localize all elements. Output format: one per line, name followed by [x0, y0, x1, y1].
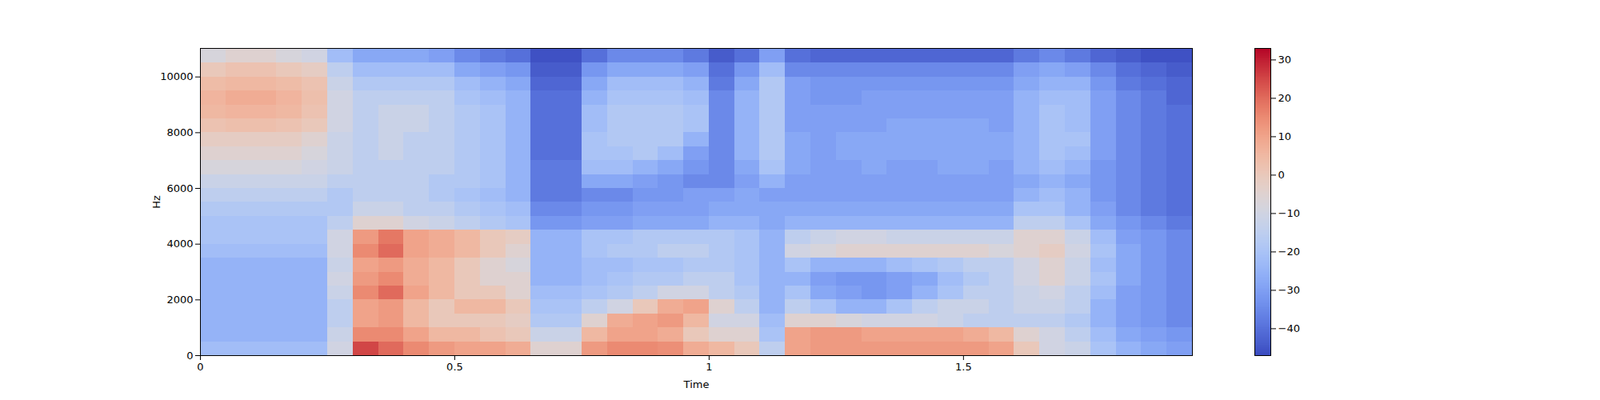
svg-text:30: 30: [1278, 53, 1292, 66]
svg-text:0: 0: [196, 360, 204, 373]
svg-text:Hz: Hz: [150, 195, 163, 209]
svg-text:8000: 8000: [166, 126, 193, 139]
svg-text:0: 0: [186, 349, 193, 362]
svg-text:−40: −40: [1278, 322, 1300, 335]
svg-text:0.5: 0.5: [446, 360, 464, 373]
svg-text:0: 0: [1278, 168, 1285, 181]
svg-text:20: 20: [1278, 92, 1292, 104]
svg-text:−30: −30: [1278, 284, 1300, 296]
svg-text:10: 10: [1278, 130, 1292, 143]
svg-text:−20: −20: [1278, 245, 1300, 258]
svg-text:1.5: 1.5: [955, 360, 972, 373]
svg-text:−10: −10: [1278, 207, 1300, 220]
svg-text:Time: Time: [683, 378, 710, 391]
svg-text:1: 1: [705, 360, 712, 373]
svg-text:6000: 6000: [166, 182, 193, 195]
svg-text:4000: 4000: [166, 237, 193, 250]
svg-text:2000: 2000: [166, 293, 193, 306]
svg-text:10000: 10000: [160, 70, 193, 83]
